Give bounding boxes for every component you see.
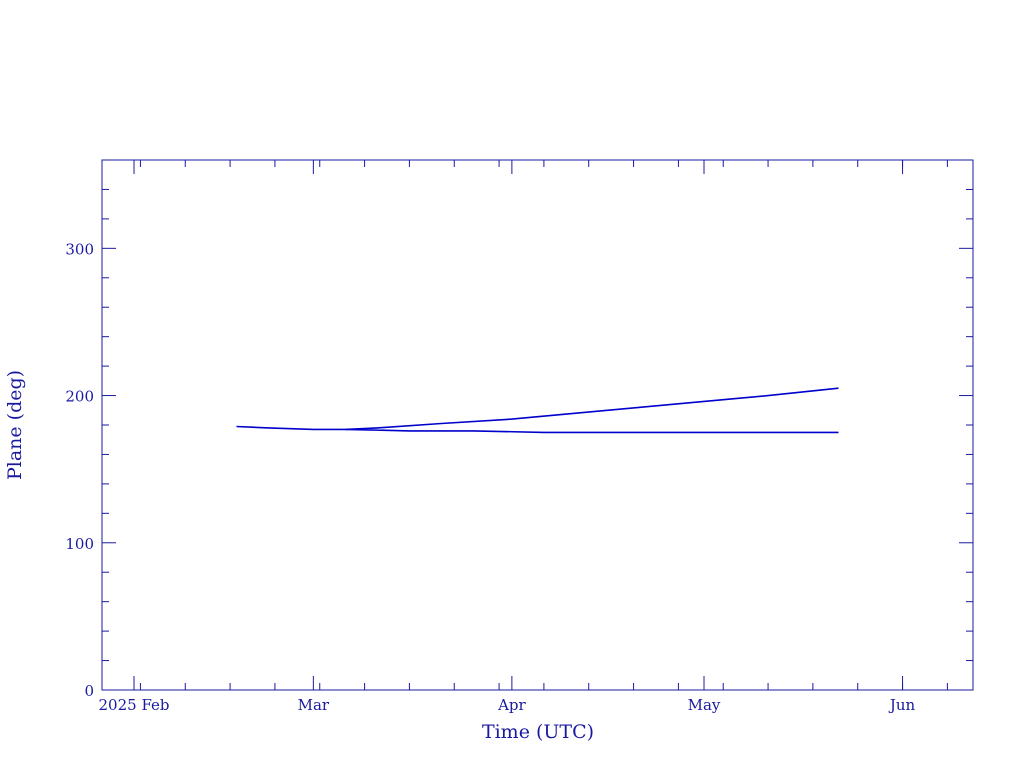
x-tick-label: 2025 Feb (99, 696, 170, 714)
y-tick-label: 300 (65, 240, 94, 258)
tick-labels: 0 100 200 300 2025 Feb Mar Apr May Jun (65, 240, 915, 714)
series-line-2 (345, 428, 839, 434)
y-tick-label: 0 (84, 682, 94, 700)
series-line-1 (236, 387, 839, 431)
x-tick-label: May (688, 696, 721, 714)
y-tick-label: 100 (65, 535, 94, 553)
axis-ticks (102, 159, 973, 691)
x-tick-label: Mar (298, 696, 330, 714)
x-axis-title: Time (UTC) (482, 721, 594, 743)
y-tick-label: 200 (65, 388, 94, 406)
x-tick-label: Apr (497, 696, 526, 714)
x-tick-label: Jun (888, 696, 916, 714)
series-group (236, 387, 839, 434)
plot-frame (101, 159, 974, 691)
y-axis-title: Plane (deg) (4, 370, 26, 480)
